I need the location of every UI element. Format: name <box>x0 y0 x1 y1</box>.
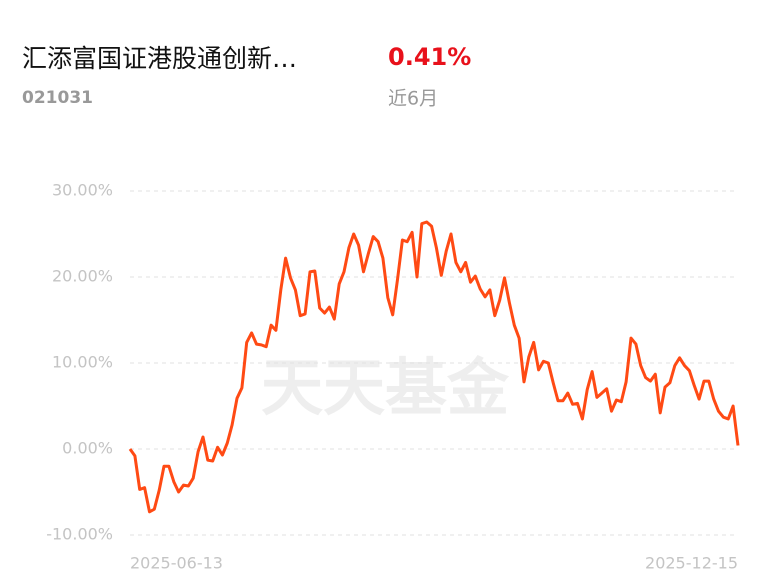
y-tick-label: 0.00% <box>62 439 113 458</box>
y-tick-label: 10.00% <box>52 353 113 372</box>
y-tick-label: -10.00% <box>46 525 113 544</box>
x-tick-label: 2025-12-15 <box>645 554 738 573</box>
x-tick-label: 2025-06-13 <box>130 554 223 573</box>
return-value: 0.41% <box>388 43 471 71</box>
period: 近6月 <box>388 88 438 110</box>
y-tick-label: 30.00% <box>52 181 113 200</box>
watermark: 天天基金 <box>261 351 510 424</box>
line <box>128 220 740 514</box>
fund-code: 021031 <box>22 88 93 108</box>
y-tick-label: 20.00% <box>52 267 113 286</box>
fund-title: 汇添富国证港股通创新… <box>22 44 297 73</box>
